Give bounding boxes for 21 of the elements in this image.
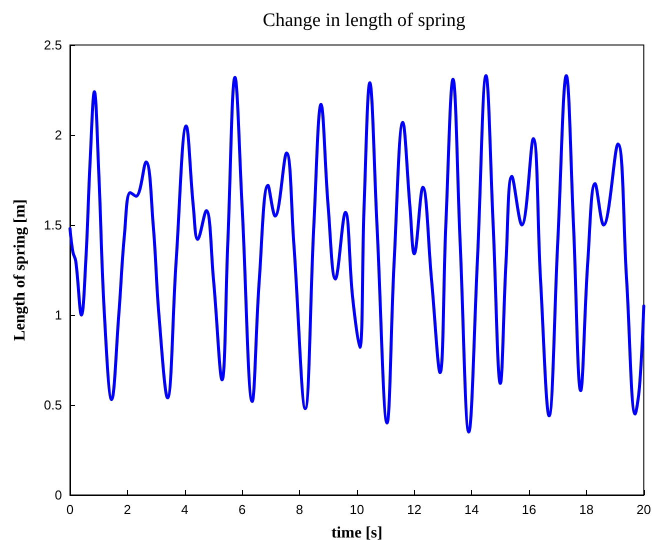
y-axis-title: Length of spring [m] xyxy=(12,199,28,341)
x-tick-label: 2 xyxy=(124,502,131,517)
x-axis-title: time [s] xyxy=(331,524,382,542)
x-tick-label: 16 xyxy=(522,502,536,517)
y-tick-label: 2 xyxy=(54,128,62,142)
line-series xyxy=(68,74,646,434)
chart-title: Change in length of spring xyxy=(262,10,466,31)
x-tick-label: 18 xyxy=(579,502,594,517)
y-tick-label: 1.5 xyxy=(44,218,62,232)
x-tick-label: 6 xyxy=(238,502,246,517)
x-tick-label: 20 xyxy=(636,502,652,517)
x-tick-label: 8 xyxy=(296,502,304,517)
y-tick-label: 2.5 xyxy=(44,38,62,52)
x-tick-label: 14 xyxy=(464,502,479,517)
x-tick-label: 12 xyxy=(407,502,422,517)
y-tick-label: 1 xyxy=(54,308,62,322)
y-tick-label: 0.5 xyxy=(44,398,62,412)
x-tick-label: 0 xyxy=(66,502,74,517)
x-tick-label: 10 xyxy=(350,502,364,517)
x-tick-label: 4 xyxy=(181,502,188,517)
y-tick-label: 0 xyxy=(54,488,62,502)
